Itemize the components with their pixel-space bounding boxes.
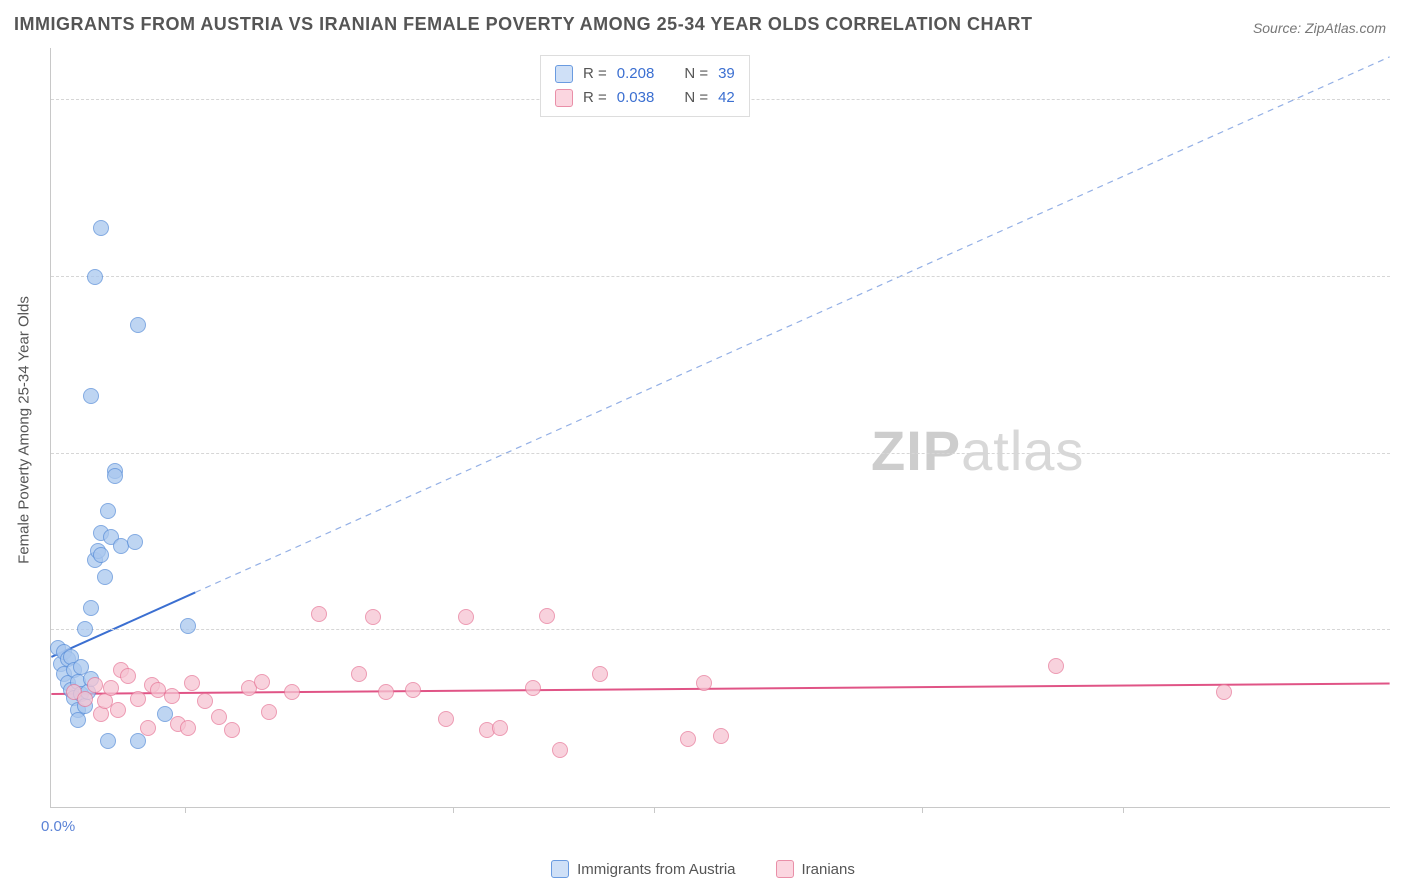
legend-label: Iranians bbox=[802, 861, 855, 878]
series-legend: Immigrants from Austria Iranians bbox=[0, 860, 1406, 878]
gridline bbox=[51, 453, 1390, 454]
data-point bbox=[224, 722, 240, 738]
data-point bbox=[592, 666, 608, 682]
data-point bbox=[1048, 658, 1064, 674]
legend-stats-row: R = 0.208 N = 39 bbox=[555, 62, 735, 86]
trend-line-extrapolated bbox=[195, 57, 1389, 593]
data-point bbox=[97, 569, 113, 585]
data-point bbox=[539, 608, 555, 624]
data-point bbox=[83, 600, 99, 616]
x-minor-tick bbox=[654, 807, 655, 813]
x-minor-tick bbox=[922, 807, 923, 813]
x-minor-tick bbox=[453, 807, 454, 813]
data-point bbox=[120, 668, 136, 684]
data-point bbox=[378, 684, 394, 700]
data-point bbox=[93, 220, 109, 236]
legend-label: Immigrants from Austria bbox=[577, 861, 735, 878]
data-point bbox=[680, 731, 696, 747]
data-point bbox=[130, 317, 146, 333]
data-point bbox=[713, 728, 729, 744]
x-minor-tick bbox=[185, 807, 186, 813]
gridline bbox=[51, 276, 1390, 277]
data-point bbox=[77, 621, 93, 637]
data-point bbox=[83, 388, 99, 404]
data-point bbox=[261, 704, 277, 720]
data-point bbox=[100, 733, 116, 749]
data-point bbox=[438, 711, 454, 727]
x-tick-label: 0.0% bbox=[41, 818, 75, 835]
data-point bbox=[70, 712, 86, 728]
data-point bbox=[103, 680, 119, 696]
trend-line bbox=[51, 592, 195, 657]
plot-area: ZIPatlas 20.0%40.0%60.0%80.0%0.0%40.0% bbox=[50, 48, 1390, 808]
data-point bbox=[254, 674, 270, 690]
data-point bbox=[492, 720, 508, 736]
watermark: ZIPatlas bbox=[871, 418, 1084, 483]
correlation-stats-legend: R = 0.208 N = 39 R = 0.038 N = 42 bbox=[540, 55, 750, 117]
data-point bbox=[311, 606, 327, 622]
data-point bbox=[197, 693, 213, 709]
data-point bbox=[100, 503, 116, 519]
legend-stats-row: R = 0.038 N = 42 bbox=[555, 86, 735, 110]
data-point bbox=[184, 675, 200, 691]
data-point bbox=[110, 702, 126, 718]
data-point bbox=[130, 691, 146, 707]
data-point bbox=[696, 675, 712, 691]
legend-item: Immigrants from Austria bbox=[551, 860, 735, 878]
data-point bbox=[180, 618, 196, 634]
legend-item: Iranians bbox=[776, 860, 855, 878]
data-point bbox=[164, 688, 180, 704]
data-point bbox=[405, 682, 421, 698]
data-point bbox=[365, 609, 381, 625]
chart-title: IMMIGRANTS FROM AUSTRIA VS IRANIAN FEMAL… bbox=[14, 14, 1033, 35]
data-point bbox=[180, 720, 196, 736]
y-axis-label: Female Poverty Among 25-34 Year Olds bbox=[16, 296, 33, 564]
data-point bbox=[552, 742, 568, 758]
data-point bbox=[351, 666, 367, 682]
x-minor-tick bbox=[1123, 807, 1124, 813]
data-point bbox=[107, 468, 123, 484]
series-swatch-icon bbox=[551, 860, 569, 878]
data-point bbox=[140, 720, 156, 736]
data-point bbox=[77, 691, 93, 707]
data-point bbox=[127, 534, 143, 550]
data-point bbox=[93, 547, 109, 563]
data-point bbox=[87, 677, 103, 693]
data-point bbox=[525, 680, 541, 696]
chart-container: IMMIGRANTS FROM AUSTRIA VS IRANIAN FEMAL… bbox=[0, 0, 1406, 892]
data-point bbox=[211, 709, 227, 725]
data-point bbox=[87, 269, 103, 285]
gridline bbox=[51, 629, 1390, 630]
data-point bbox=[1216, 684, 1232, 700]
source-citation: Source: ZipAtlas.com bbox=[1253, 20, 1386, 36]
series-swatch-icon bbox=[555, 65, 573, 83]
data-point bbox=[284, 684, 300, 700]
series-swatch-icon bbox=[555, 89, 573, 107]
series-swatch-icon bbox=[776, 860, 794, 878]
data-point bbox=[458, 609, 474, 625]
